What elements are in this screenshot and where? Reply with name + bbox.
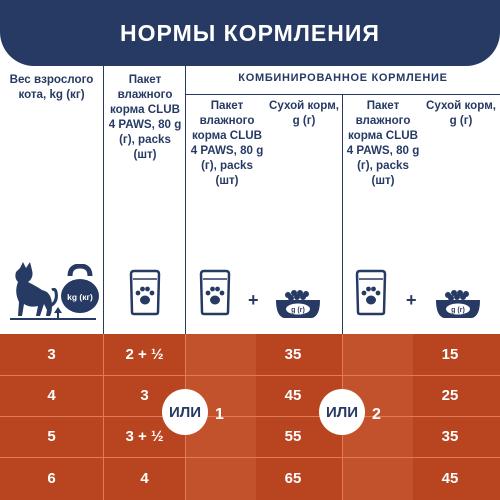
combined1-wet-header: Пакет влажного корма CLUB 4 PAWS, 80 g (… bbox=[190, 99, 264, 187]
wet-food-column-header: Пакет влажного корма CLUB 4 PAWS, 80 g (… bbox=[108, 73, 182, 161]
column-divider bbox=[185, 66, 186, 334]
wet-only-cell: 4 bbox=[140, 470, 149, 487]
combined1-dry-header: Сухой корм, g (г) bbox=[268, 99, 339, 127]
row-divider bbox=[0, 457, 500, 458]
cat-icon bbox=[6, 262, 58, 325]
column-divider bbox=[103, 66, 104, 334]
bowl-label: g (г) bbox=[291, 307, 305, 314]
option1-pack-count: 1 bbox=[215, 406, 224, 423]
pouch-icon bbox=[198, 268, 232, 321]
food-bowl-icon: g (г) bbox=[274, 288, 322, 325]
row-divider bbox=[0, 416, 500, 417]
column-divider bbox=[342, 94, 343, 334]
pouch-icon bbox=[128, 268, 162, 321]
weight-cell: 4 bbox=[47, 387, 56, 404]
or-badge: ИЛИ bbox=[319, 389, 365, 435]
combined-header-divider bbox=[185, 94, 500, 95]
wet-only-cell: 3 bbox=[140, 387, 149, 404]
dry-option1-cell: 65 bbox=[284, 470, 302, 487]
dry-option1-cell: 55 bbox=[284, 428, 302, 445]
food-bowl-icon: g (г) bbox=[434, 288, 482, 325]
wet-only-cell: 3 + ½ bbox=[125, 428, 164, 445]
dry-option2-cell: 45 bbox=[441, 470, 459, 487]
pouch-icon bbox=[354, 268, 388, 321]
option2-pack-count: 2 bbox=[372, 406, 381, 423]
plus-sign: + bbox=[248, 290, 259, 310]
or-badge: ИЛИ bbox=[162, 389, 208, 435]
weight-cell: 5 bbox=[47, 428, 56, 445]
weight-column-header: Вес взрослого кота, kg (кг) bbox=[9, 73, 94, 101]
weight-cell: 3 bbox=[47, 346, 56, 363]
dry-option2-cell: 35 bbox=[441, 428, 459, 445]
dry-option1-cell: 35 bbox=[284, 346, 302, 363]
arrow-up-icon bbox=[53, 306, 63, 324]
column-divider bbox=[103, 334, 104, 500]
page-title: НОРМЫ КОРМЛЕНИЯ bbox=[120, 19, 380, 46]
combined2-wet-header: Пакет влажного корма CLUB 4 PAWS, 80 g (… bbox=[346, 99, 420, 187]
kettlebell-label: kg (кг) bbox=[67, 292, 93, 302]
combined2-dry-header: Сухой корм, g (г) bbox=[425, 99, 496, 127]
dry-option2-cell: 15 bbox=[441, 346, 459, 363]
page-title-banner: НОРМЫ КОРМЛЕНИЯ bbox=[0, 0, 500, 66]
weight-cell: 6 bbox=[47, 470, 56, 487]
dry-option1-cell: 45 bbox=[284, 387, 302, 404]
row-divider bbox=[0, 375, 500, 376]
kettlebell-icon: kg (кг) bbox=[60, 263, 100, 319]
plus-sign: + bbox=[406, 290, 417, 310]
wet-only-cell: 2 + ½ bbox=[125, 346, 164, 363]
bowl-label: g (г) bbox=[451, 307, 465, 314]
combined-feeding-title: КОМБИНИРОВАННОЕ КОРМЛЕНИЕ bbox=[238, 72, 448, 84]
scale-base-line bbox=[10, 318, 96, 320]
dry-option2-cell: 25 bbox=[441, 387, 459, 404]
